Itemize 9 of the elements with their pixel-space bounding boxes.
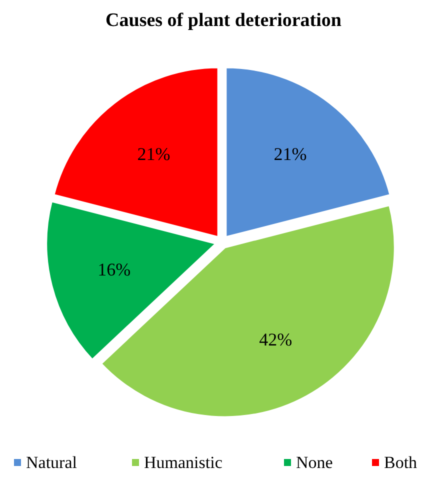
chart-title: Causes of plant deterioration xyxy=(106,10,342,31)
data-label: 21% xyxy=(274,144,307,164)
data-label: 21% xyxy=(137,144,170,164)
data-label: 42% xyxy=(259,330,292,350)
legend-label: Both xyxy=(384,453,418,472)
legend-label: Natural xyxy=(26,453,78,472)
data-label: 16% xyxy=(98,260,131,280)
legend-label: None xyxy=(296,453,333,472)
legend-label: Humanistic xyxy=(144,453,223,472)
